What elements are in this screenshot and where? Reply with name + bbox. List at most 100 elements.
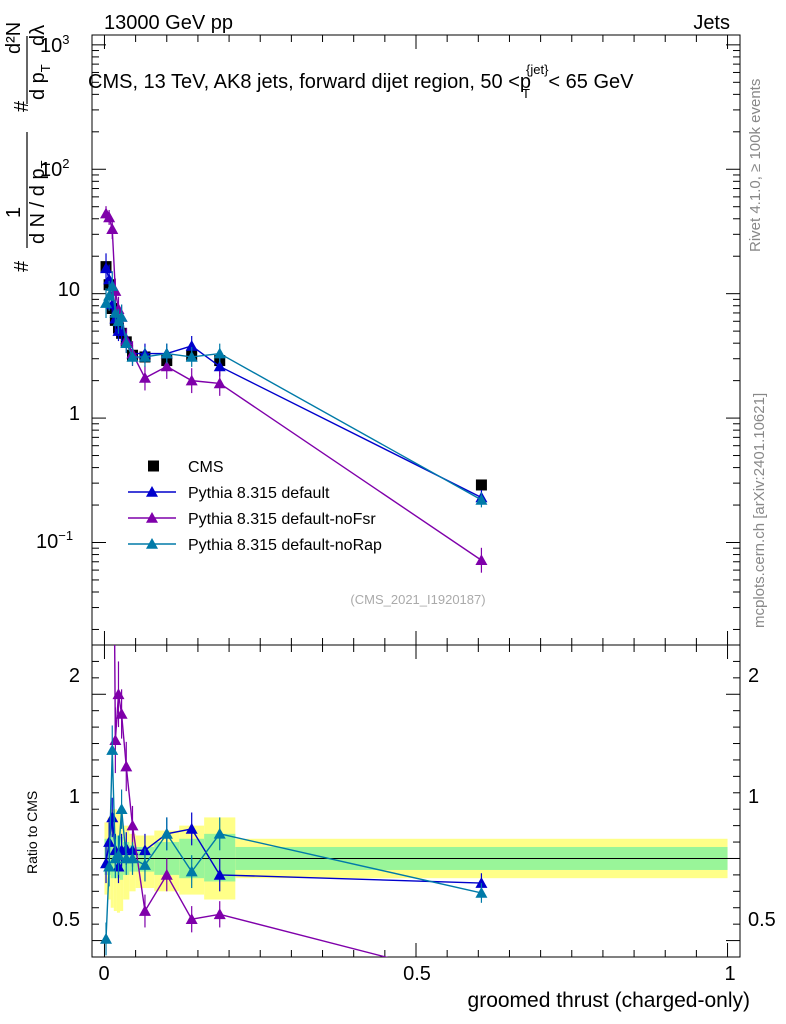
pythia-8-315-default-ratio-marker	[185, 822, 198, 834]
ylabel-hash3: d pT	[27, 64, 53, 100]
pythia-8-315-default-line	[105, 268, 482, 499]
mcplots-label: mcplots.cern.ch [arXiv:2401.10621]	[751, 393, 768, 628]
pythia-8-315-default-nofsr-ratio-marker	[115, 707, 128, 719]
ratio-plot-panel: 0.5 1 2 0.5 1 2 Ratio to CMS 0 0.5 1 gro…	[24, 447, 776, 1012]
ratio-axis-ticks	[92, 644, 740, 958]
ytick-label-100: 102	[40, 156, 69, 181]
pythia-8-315-default-norap-marker	[138, 350, 151, 362]
ratio-ytick-2: 2	[69, 665, 80, 687]
ratio-band-inner	[110, 833, 114, 879]
legend: CMS Pythia 8.315 default Pythia 8.315 defa…	[128, 459, 382, 554]
ytick-label-10: 10	[58, 279, 80, 301]
ylabel-dlambda: dλ	[27, 25, 49, 46]
header-left: 13000 GeV pp	[104, 12, 233, 34]
main-series-group	[100, 206, 488, 573]
pythia-8-315-default-norap-ratio-marker	[115, 803, 128, 815]
pythia-8-315-default-nofsr-ratio-marker	[213, 908, 226, 920]
ratio-ytick-right-0.5: 0.5	[748, 909, 776, 931]
pythia-8-315-default-norap-ratio-group	[100, 725, 488, 956]
pythia-8-315-default-norap-ratio-marker	[160, 827, 173, 839]
x-axis-label: groomed thrust (charged-only)	[468, 989, 750, 1012]
ratio-plot-frame	[91, 644, 741, 958]
pythia-8-315-default-norap-marker	[185, 350, 198, 362]
pythia-8-315-default-nofsr-marker	[213, 377, 226, 389]
main-axis-ticks	[92, 35, 740, 645]
pythia-8-315-default-norap-ratio-marker	[138, 859, 151, 870]
ratio-ytick-1: 1	[69, 786, 80, 808]
pythia-8-315-default-norap-marker	[115, 310, 128, 322]
main-y-tick-labels: 10−1 1 10 102 103	[36, 32, 80, 553]
analysis-tag: (CMS_2021_I1920187)	[350, 592, 485, 607]
pythia-8-315-default-nofsr-marker	[160, 360, 173, 372]
main-plot-panel: 10−1 1 10 102 103 CMS, 13 TeV, AK8 jets,…	[3, 22, 741, 646]
ylabel-hash2: #	[11, 100, 33, 112]
ratio-y-axis-label: Ratio to CMS	[24, 791, 40, 874]
header-right: Jets	[693, 12, 730, 34]
pythia-8-315-default-norap-ratio-marker	[475, 886, 488, 898]
pythia-8-315-default-norap-ratio-marker	[106, 744, 119, 755]
pythia-8-315-default-nofsr-ratio-group	[100, 447, 487, 987]
legend-marker	[146, 512, 158, 523]
pythia-8-315-default-nofsr-marker	[185, 374, 198, 386]
ylabel-denominator: d N / d pT	[27, 160, 53, 244]
pythia-8-315-default-marker	[185, 339, 198, 351]
pythia-8-315-default-norap-ratio-marker	[103, 860, 116, 872]
x-tick-labels: 0 0.5 1	[98, 963, 735, 985]
pythia-8-315-default-nofsr-ratio-marker	[160, 868, 173, 880]
pythia-8-315-default-nofsr-marker	[106, 223, 119, 234]
legend-label: Pythia 8.315 default-noFsr	[188, 511, 376, 528]
pythia-8-315-default-norap-marker	[120, 337, 133, 348]
pythia-8-315-default-ratio-marker	[213, 868, 226, 880]
ytick-label-1000: 103	[40, 32, 69, 57]
pythia-8-315-default-nofsr-ratio-marker	[100, 580, 112, 591]
pythia-8-315-default-ratio-marker	[106, 811, 119, 823]
legend-label: CMS	[188, 459, 224, 476]
pythia-8-315-default-norap-marker	[213, 347, 226, 359]
pythia-8-315-default-nofsr-ratio-marker	[138, 905, 151, 916]
pythia-8-315-default-nofsr-ratio-marker	[126, 819, 139, 831]
xtick-label-1: 1	[724, 963, 735, 985]
legend-marker	[146, 538, 158, 549]
pythia-8-315-default-norap-ratio-marker	[100, 932, 113, 944]
ratio-uncertainty-bands	[104, 809, 728, 913]
pythia-8-315-default-norap-ratio-marker	[185, 865, 198, 877]
ylabel-one: 1	[3, 207, 25, 218]
ratio-series-group	[100, 447, 488, 987]
pythia-8-315-default-norap-ratio-marker	[112, 849, 125, 860]
plot-title: CMS, 13 TeV, AK8 jets, forward dijet reg…	[88, 62, 634, 101]
pythia-8-315-default-norap-line	[105, 285, 482, 501]
pythia-8-315-default-marker	[213, 360, 226, 372]
ylabel-d2N: d²N	[3, 22, 25, 54]
pythia-8-315-default-norap-marker	[475, 493, 488, 505]
pythia-8-315-default-nofsr-ratio-marker	[103, 447, 115, 458]
ratio-ytick-right-1: 1	[748, 786, 759, 808]
pythia-8-315-default-nofsr-marker	[138, 371, 151, 383]
pythia-8-315-default-nofsr-ratio-marker	[109, 734, 122, 746]
ytick-label-0.1: 10−1	[36, 528, 73, 553]
pythia-8-315-default-norap-marker	[126, 350, 139, 362]
pythia-8-315-default-nofsr-ratio-marker	[112, 688, 125, 700]
ratio-ytick-0.5: 0.5	[52, 909, 80, 931]
pythia-8-315-default-ratio-marker	[475, 877, 488, 888]
pythia-8-315-default-norap-marker	[106, 280, 119, 291]
pythia-8-315-default-norap-ratio-marker	[126, 852, 139, 864]
ylabel-hash1: #	[11, 260, 33, 272]
pythia-8-315-default-norap-ratio-marker	[213, 827, 226, 839]
cms-data-point	[475, 479, 487, 491]
main-y-axis-label: # 1 d N / d pT # d²N d pT dλ	[3, 22, 53, 272]
ytick-label-1: 1	[69, 403, 80, 425]
pythia-8-315-default-nofsr-ratio-marker	[120, 760, 133, 772]
pythia-8-315-default-nofsr-line	[105, 213, 482, 561]
ratio-y-tick-labels: 0.5 1 2 0.5 1 2	[52, 665, 776, 931]
rivet-version-label: Rivet 4.1.0, ≥ 100k events	[747, 79, 764, 252]
legend-marker	[146, 486, 158, 497]
pythia-8-315-default-nofsr-marker	[475, 554, 488, 566]
xtick-label-0.5: 0.5	[403, 963, 431, 985]
legend-label: Pythia 8.315 default-noRap	[188, 537, 382, 554]
legend-cms-marker	[148, 460, 159, 472]
pythia-8-315-default-nofsr-ratio-marker	[475, 976, 487, 987]
legend-label: Pythia 8.315 default	[188, 485, 330, 502]
xtick-label-0: 0	[98, 963, 109, 985]
pythia-8-315-default-nofsr-ratio-marker	[185, 913, 198, 925]
